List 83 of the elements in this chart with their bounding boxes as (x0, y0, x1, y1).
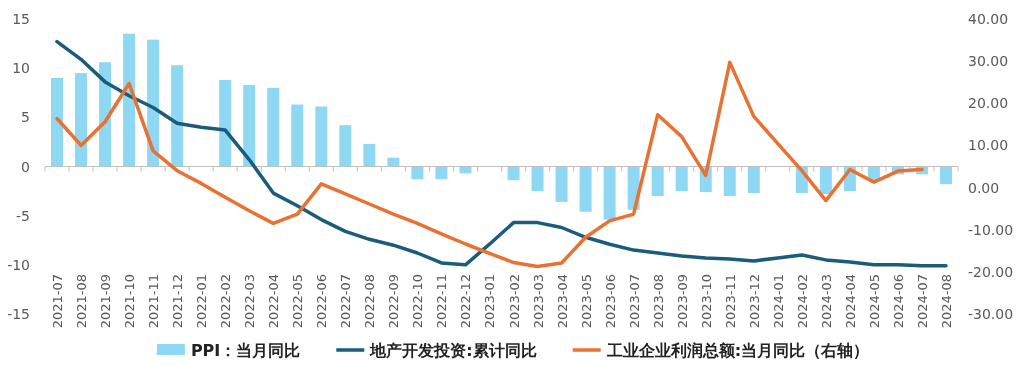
y2-tick-label: -10.00 (968, 221, 1014, 238)
x-tick-label: 2024-04 (842, 274, 858, 329)
y2-tick-label: 10.00 (968, 137, 1009, 154)
x-tick-label: 2024-06 (890, 274, 906, 329)
x-tick-label: 2022-10 (410, 274, 426, 329)
x-tick-label: 2022-12 (458, 274, 474, 329)
bar (819, 166, 832, 195)
x-tick-label: 2023-06 (602, 274, 618, 329)
x-tick-label: 2024-03 (818, 274, 834, 329)
x-tick-label: 2024-07 (914, 274, 930, 329)
x-tick-label: 2023-12 (746, 274, 762, 329)
bar (435, 166, 448, 180)
x-tick-label: 2024-05 (866, 274, 882, 329)
y-tick-label: -15 (7, 306, 30, 322)
legend-label: 地产开发投资:累计同比 (369, 341, 537, 360)
y2-tick-label: 0.00 (968, 179, 1000, 196)
x-tick-label: 2021-09 (98, 274, 114, 329)
x-tick-label: 2021-11 (146, 274, 162, 329)
x-tick-label: 2023-04 (554, 274, 570, 329)
x-tick-label: 2022-06 (314, 274, 330, 329)
y2-tick-label: -30.00 (968, 306, 1014, 322)
bar (123, 33, 136, 167)
bar (531, 166, 544, 192)
bar (99, 62, 112, 167)
x-tick-label: 2022-04 (266, 274, 282, 329)
bar (507, 166, 520, 181)
bar (723, 166, 736, 196)
bar (291, 104, 304, 167)
x-tick-label: 2021-08 (74, 274, 90, 329)
bar (267, 87, 280, 167)
x-tick-label: 2021-10 (122, 274, 138, 329)
bar (651, 166, 664, 196)
x-tick-label: 2022-02 (218, 274, 234, 329)
x-tick-label: 2024-02 (794, 274, 810, 329)
bar (675, 166, 688, 192)
x-tick-label: 2022-01 (194, 274, 210, 329)
bar (387, 157, 400, 167)
bar (579, 166, 592, 212)
y2-tick-label: 40.00 (968, 11, 1009, 27)
bar (315, 106, 328, 167)
legend-label: PPI：当月同比 (190, 341, 301, 360)
x-tick-label: 2023-10 (698, 274, 714, 329)
bar (363, 143, 376, 167)
x-tick-label: 2024-08 (938, 274, 954, 329)
x-tick-label: 2022-11 (434, 274, 450, 329)
y-tick-label: 10 (12, 60, 30, 77)
y-tick-label: 0 (21, 158, 30, 175)
y2-tick-label: -20.00 (968, 263, 1014, 280)
x-tick-label: 2024-01 (770, 274, 786, 329)
bar (411, 166, 424, 180)
bar (603, 166, 616, 220)
y-tick-label: -5 (16, 207, 30, 224)
bar (939, 166, 952, 185)
y2-tick-label: 20.00 (968, 95, 1009, 112)
y-tick-label: 5 (21, 109, 30, 126)
x-tick-label: 2022-07 (338, 274, 354, 329)
bar (219, 79, 232, 167)
bar (51, 78, 64, 167)
x-tick-label: 2022-05 (290, 274, 306, 329)
bar (747, 166, 760, 194)
x-tick-label: 2021-12 (170, 274, 186, 329)
x-tick-label: 2023-02 (506, 274, 522, 329)
y2-tick-label: 30.00 (968, 53, 1009, 70)
bar (339, 125, 352, 167)
x-tick-label: 2023-07 (626, 274, 642, 329)
x-tick-label: 2023-03 (530, 274, 546, 329)
x-tick-label: 2022-09 (386, 274, 402, 329)
legend-label: 工业企业利润总额:当月同比（右轴） (605, 341, 870, 360)
x-tick-label: 2023-01 (482, 274, 498, 329)
bar (171, 65, 184, 167)
bar (555, 166, 568, 202)
x-tick-label: 2023-08 (650, 274, 666, 329)
x-tick-label: 2022-03 (242, 274, 258, 329)
y-tick-label: 15 (12, 11, 30, 27)
x-tick-label: 2021-07 (50, 274, 66, 329)
bar (243, 84, 256, 167)
x-tick-label: 2023-05 (578, 274, 594, 329)
x-tick-label: 2022-08 (362, 274, 378, 329)
x-tick-label: 2023-09 (674, 274, 690, 329)
bar (147, 39, 160, 167)
y-tick-label: -10 (7, 256, 30, 273)
x-tick-label: 2023-11 (722, 274, 738, 329)
bar (75, 73, 88, 167)
